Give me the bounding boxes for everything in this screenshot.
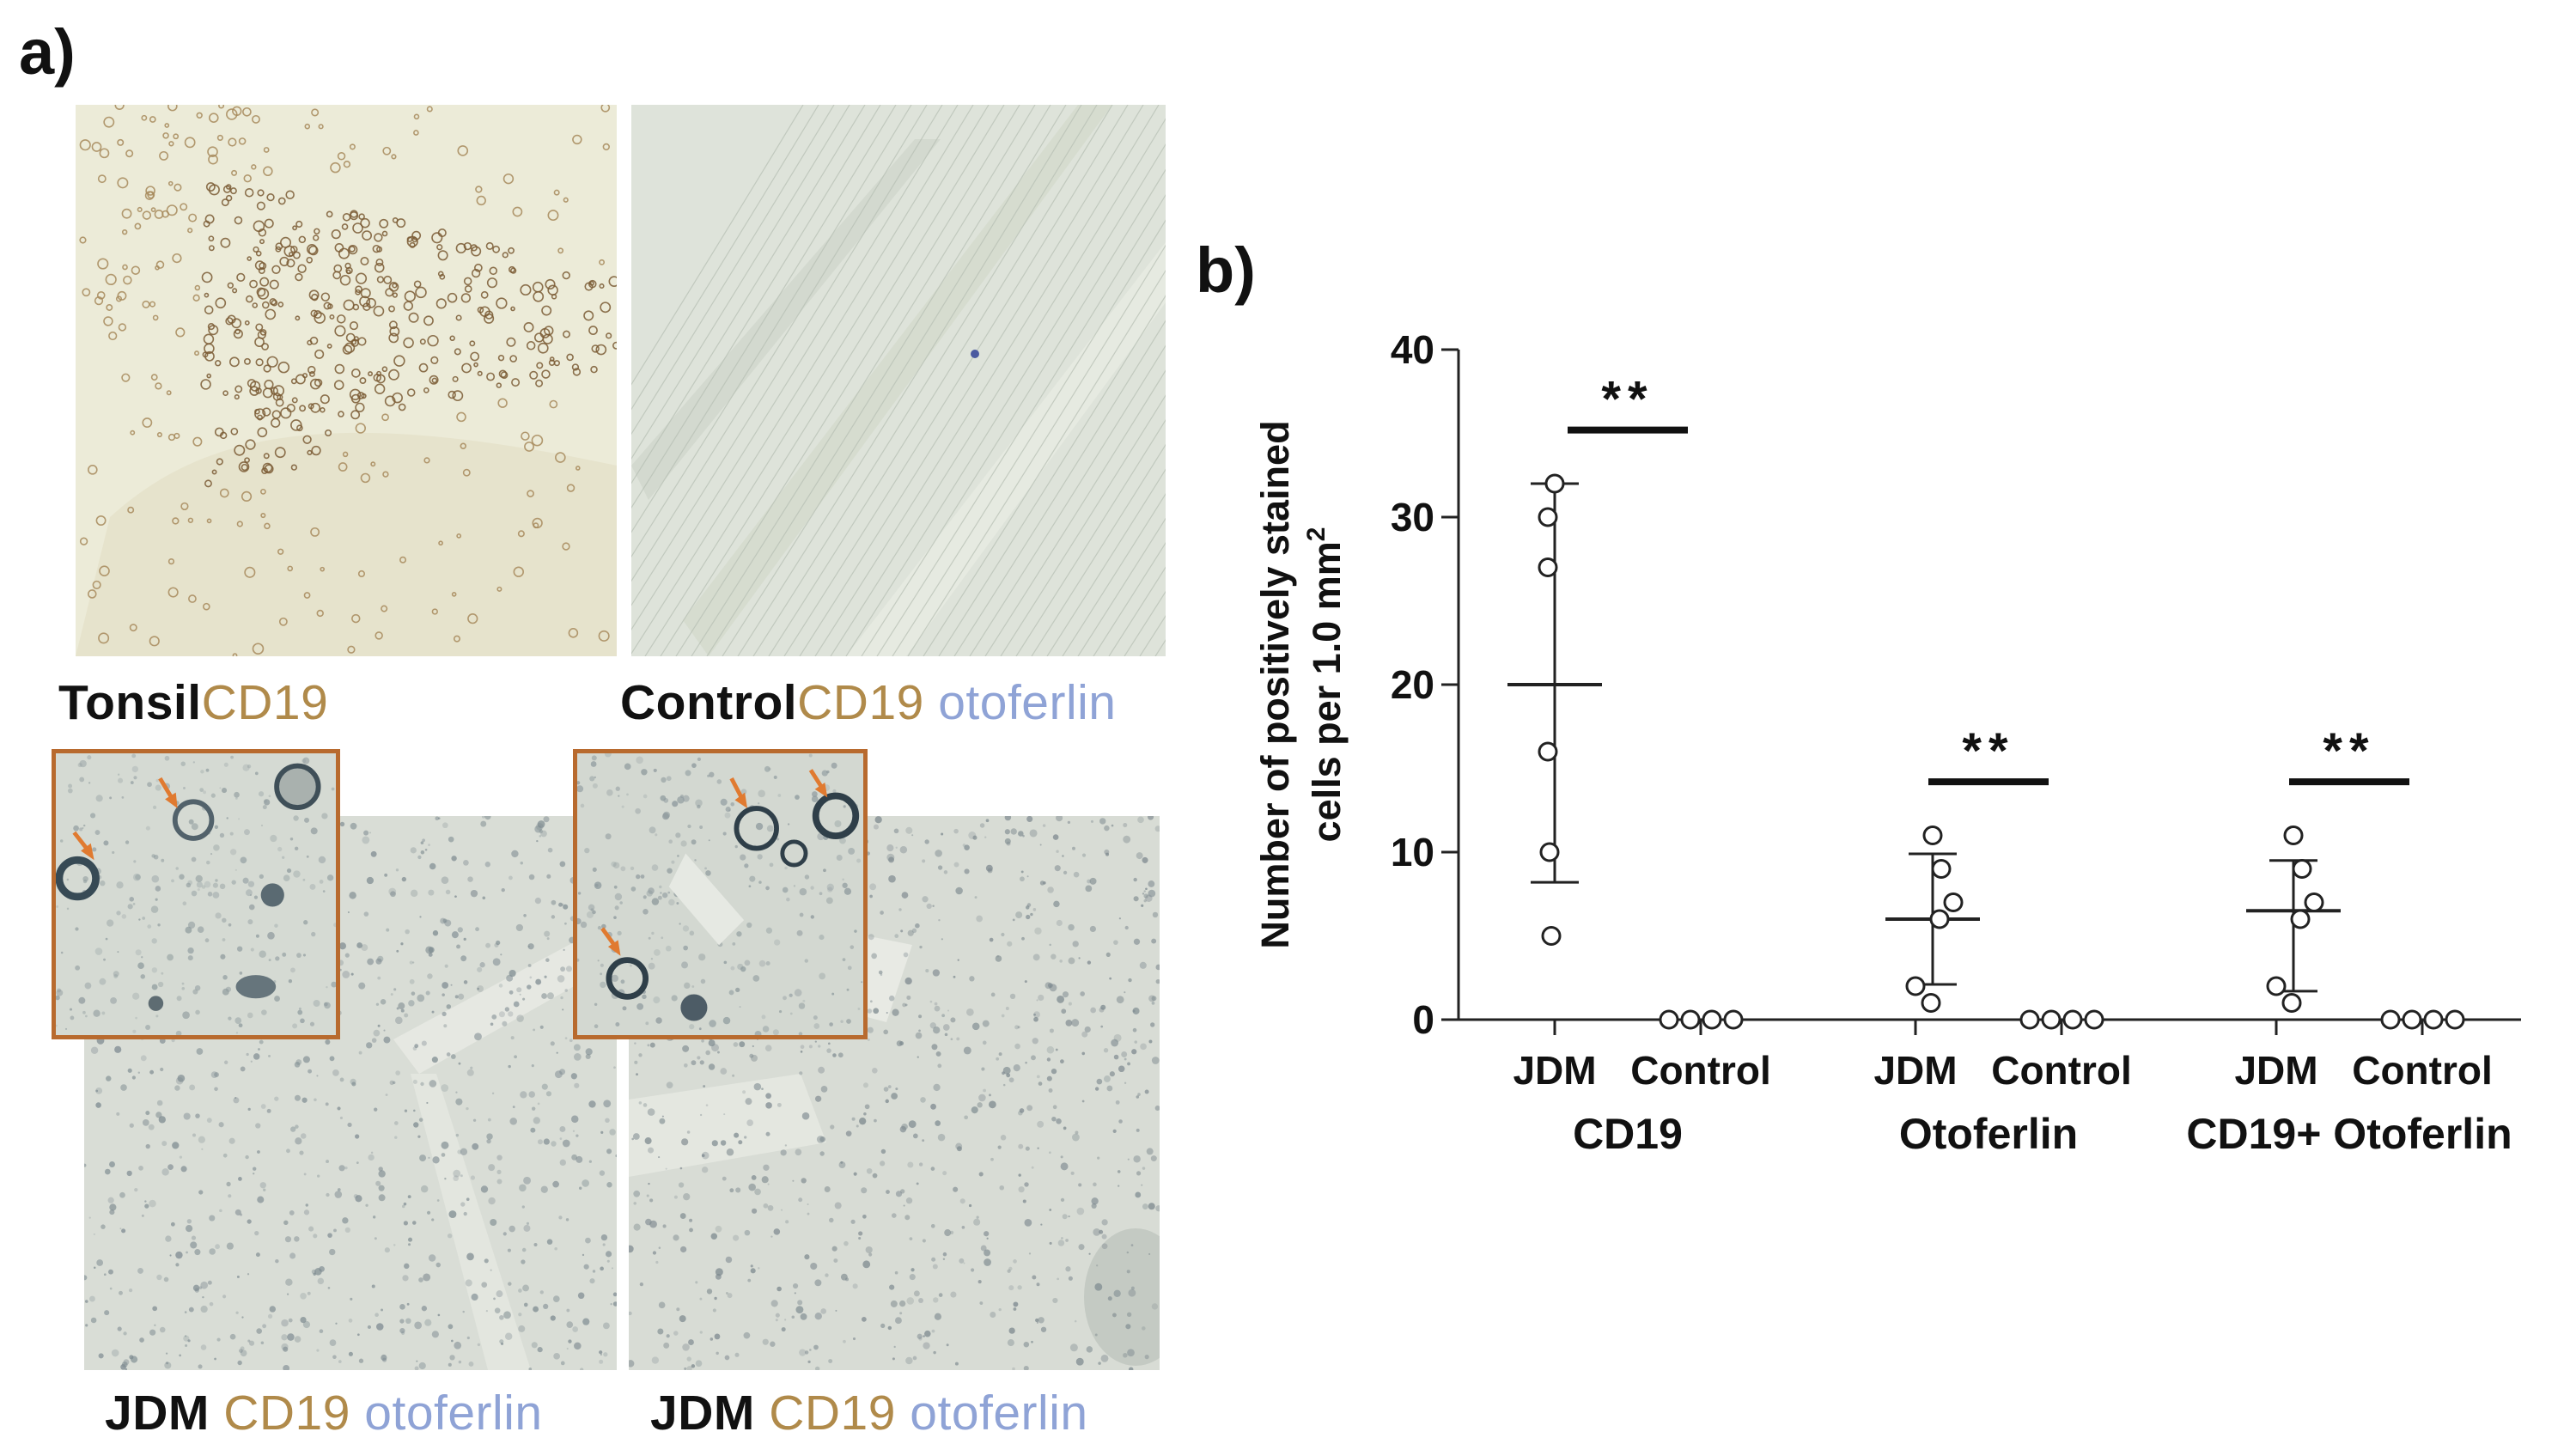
caption-tonsil-cd19: CD19 bbox=[201, 675, 329, 730]
caption-tonsil: TonsilCD19 bbox=[58, 674, 328, 731]
x-tick-label: Control bbox=[2352, 1048, 2493, 1093]
y-axis-label-superscript: 2 bbox=[1302, 527, 1331, 542]
jdm-data-point bbox=[2266, 976, 2287, 996]
jdm-data-point bbox=[2304, 892, 2324, 912]
control-data-point bbox=[1680, 1009, 1701, 1030]
jdm-data-point bbox=[1922, 825, 1943, 845]
caption-jdm-left-otoferlin: otoferlin bbox=[364, 1386, 543, 1441]
jdm-data-point bbox=[2283, 825, 2304, 845]
jdm-data-point bbox=[1541, 926, 1562, 946]
jdm-data-point bbox=[2290, 909, 2311, 929]
control-data-point bbox=[2084, 1009, 2104, 1030]
control-data-point bbox=[2380, 1009, 2401, 1030]
jdm-data-point bbox=[1905, 976, 1926, 996]
jdm-data-point bbox=[1544, 473, 1565, 494]
caption-jdm-right-otoferlin: otoferlin bbox=[910, 1386, 1088, 1441]
control-data-point bbox=[1702, 1009, 1722, 1030]
control-data-point bbox=[1659, 1009, 1679, 1030]
caption-control-otoferlin: otoferlin bbox=[938, 675, 1117, 730]
jdm-data-point bbox=[1943, 892, 1964, 912]
y-tick-label: 20 bbox=[1391, 662, 1434, 707]
tonsil-cd19-micrograph bbox=[76, 105, 617, 656]
y-axis-label: Number of positively stained cells per 1.… bbox=[1253, 420, 1349, 948]
caption-jdm-left: JDM CD19 otoferlin bbox=[105, 1385, 543, 1441]
panel-b-label: b) bbox=[1196, 235, 1256, 306]
x-tick-label: Control bbox=[1991, 1048, 2132, 1093]
y-tick-label: 0 bbox=[1412, 997, 1434, 1042]
jdm-data-point bbox=[1538, 741, 1558, 762]
caption-jdm-right-cd19: CD19 bbox=[769, 1386, 896, 1441]
x-tick-label: Control bbox=[1630, 1048, 1771, 1093]
jdm-data-point bbox=[1931, 859, 1952, 879]
group-label: Otoferlin bbox=[1899, 1110, 2078, 1158]
significance-label: ** bbox=[1962, 723, 2014, 779]
caption-jdm-right-label: JDM bbox=[650, 1386, 755, 1441]
group-label: CD19 bbox=[1573, 1110, 1683, 1158]
control-data-point bbox=[2402, 1009, 2422, 1030]
caption-jdm-right: JDM CD19 otoferlin bbox=[650, 1385, 1088, 1441]
control-data-point bbox=[2062, 1009, 2083, 1030]
jdm-left-inset bbox=[52, 749, 340, 1039]
caption-jdm-left-cd19: CD19 bbox=[223, 1386, 350, 1441]
y-axis-label-line2: cells per 1.0 mm bbox=[1305, 541, 1349, 842]
control-micrograph bbox=[631, 105, 1166, 656]
x-tick-label: JDM bbox=[1513, 1048, 1596, 1093]
caption-tonsil-label: Tonsil bbox=[58, 675, 202, 730]
scatter-chart: Number of positively stained cells per 1.… bbox=[1253, 327, 2521, 1158]
control-data-point bbox=[1723, 1009, 1744, 1030]
jdm-data-point bbox=[2281, 993, 2302, 1013]
panel-a-label: a) bbox=[19, 16, 76, 88]
caption-control: ControlCD19 otoferlin bbox=[620, 674, 1117, 731]
jdm-data-point bbox=[1538, 507, 1558, 527]
control-data-point bbox=[2445, 1009, 2465, 1030]
x-tick-label: JDM bbox=[1873, 1048, 1957, 1093]
jdm-data-point bbox=[1929, 909, 1950, 929]
jdm-right-inset bbox=[573, 749, 868, 1039]
group-label: CD19+ Otoferlin bbox=[2186, 1110, 2512, 1158]
y-tick-label: 10 bbox=[1391, 830, 1434, 874]
caption-control-cd19: CD19 bbox=[797, 675, 924, 730]
y-tick-label: 30 bbox=[1391, 495, 1434, 539]
jdm-data-point bbox=[2292, 859, 2312, 879]
caption-jdm-left-label: JDM bbox=[105, 1386, 210, 1441]
control-data-point bbox=[2423, 1009, 2444, 1030]
control-data-point bbox=[2019, 1009, 2040, 1030]
y-axis-label-line1: Number of positively stained bbox=[1253, 420, 1297, 948]
control-data-point bbox=[2041, 1009, 2062, 1030]
jdm-data-point bbox=[1539, 842, 1560, 862]
significance-label: ** bbox=[1601, 372, 1654, 428]
caption-control-label: Control bbox=[620, 675, 798, 730]
jdm-data-point bbox=[1921, 993, 1941, 1013]
x-tick-label: JDM bbox=[2234, 1048, 2317, 1093]
significance-label: ** bbox=[2323, 723, 2375, 779]
y-tick-label: 40 bbox=[1391, 327, 1434, 372]
jdm-data-point bbox=[1538, 557, 1558, 577]
